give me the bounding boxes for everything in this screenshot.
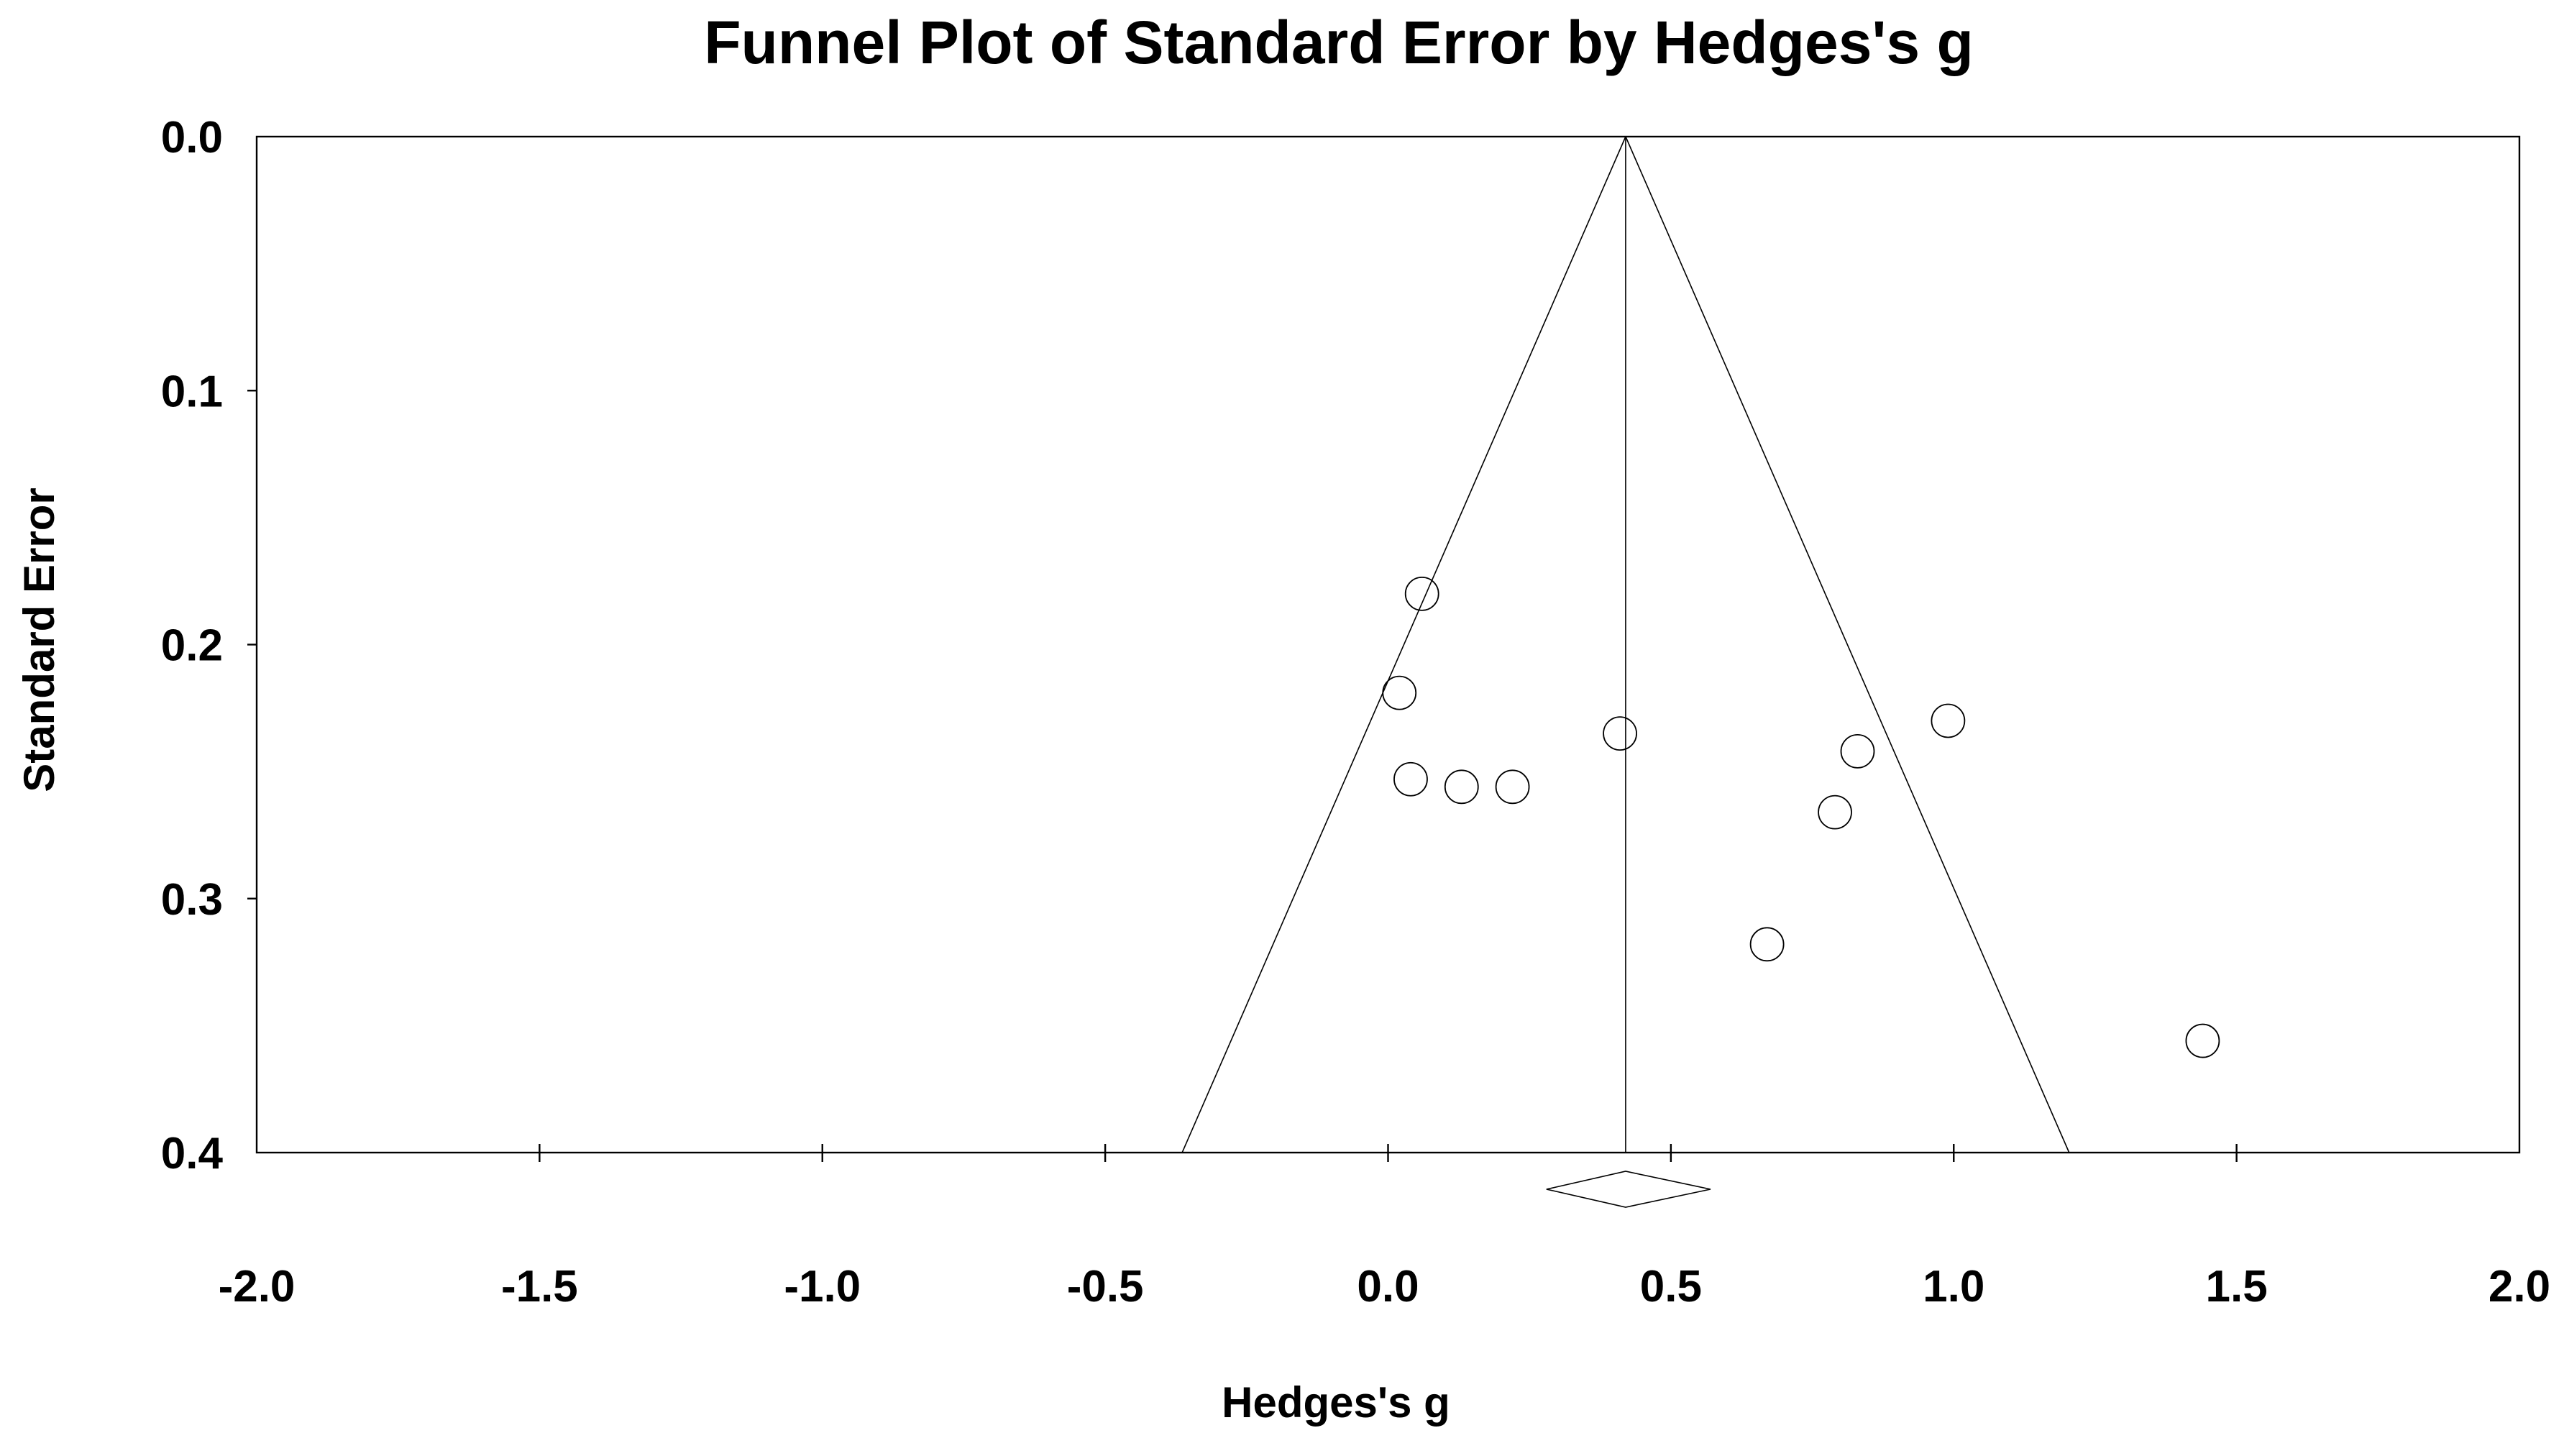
y-tick-label: 0.1 [161, 367, 223, 416]
study-point [1818, 795, 1852, 830]
plot-dynamic-layer: -2.0 -1.5 -1.0 -0.5 0.0 0.5 1.0 1.5 2.0 0.0 0.1 0.2… [161, 113, 2550, 1311]
study-point [1382, 675, 1417, 710]
study-point [1749, 927, 1785, 962]
y-axis-title: Standard Error [15, 487, 63, 792]
chart-title: Funnel Plot of Standard Error by Hedges'… [704, 9, 1974, 76]
study-point [2185, 1023, 2220, 1058]
x-tick-label: -1.5 [501, 1262, 578, 1311]
study-point [1393, 761, 1428, 797]
funnel-right-limit-line [1625, 136, 2070, 1153]
funnel-left-limit-line [1181, 136, 1626, 1153]
x-tick-label: -0.5 [1067, 1262, 1144, 1311]
y-tick-label: 0.3 [161, 875, 223, 925]
study-point [1495, 769, 1530, 805]
study-point [1603, 716, 1637, 751]
x-tick-label: -1.0 [784, 1262, 861, 1311]
x-tick-label: 1.0 [1923, 1262, 1984, 1311]
x-tick-label: -2.0 [219, 1262, 296, 1311]
y-tick-label: 0.4 [161, 1129, 224, 1178]
x-axis-title: Hedges's g [1222, 1378, 1450, 1427]
study-point [1840, 733, 1875, 769]
study-point [1931, 703, 1966, 738]
x-tick-label: 1.5 [2206, 1262, 2268, 1311]
y-tick-label: 0.2 [161, 621, 223, 671]
x-tick-label: 0.5 [1640, 1262, 1702, 1311]
x-tick-label: 2.0 [2489, 1262, 2550, 1311]
study-point [1404, 576, 1439, 611]
summary-diamond [1546, 1171, 1711, 1208]
y-tick-label: 0.0 [161, 113, 223, 162]
plot-border [255, 135, 2521, 1154]
study-point [1444, 769, 1479, 805]
x-tick-label: 0.0 [1357, 1262, 1419, 1311]
